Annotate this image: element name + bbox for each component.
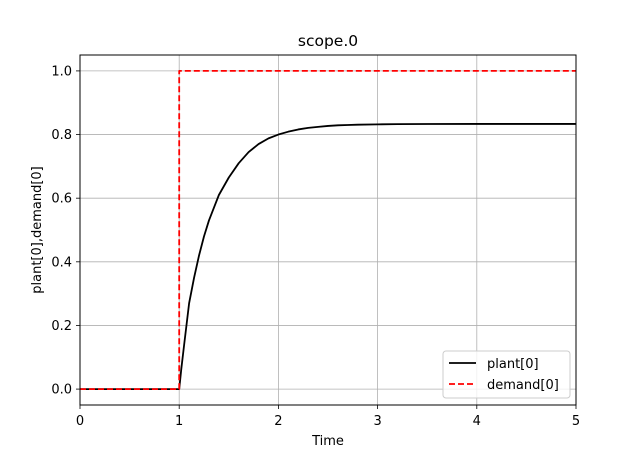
y-tick-label: 0.2 (51, 319, 72, 334)
series-line-demand (80, 70, 576, 390)
legend: plant[0] demand[0] (442, 350, 571, 399)
x-tick-label: 5 (572, 414, 580, 429)
y-tick-label: 0.6 (51, 192, 72, 207)
chart-title: scope.0 (298, 32, 358, 50)
x-tick-label: 2 (274, 414, 282, 429)
series-layer (80, 70, 576, 390)
legend-label-plant: plant[0] (487, 357, 539, 372)
grid-lines (79, 55, 577, 405)
x-tick-label: 1 (175, 414, 183, 429)
axis-ticks: 0 1 2 3 4 5 0.0 0.2 0.4 0.6 0.8 1.0 (51, 64, 580, 429)
y-tick-label: 0.8 (51, 128, 72, 143)
y-tick-label: 1.0 (51, 64, 72, 79)
x-tick-label: 0 (76, 414, 84, 429)
series-line-plant (80, 123, 576, 390)
y-tick-label: 0.0 (51, 383, 72, 398)
x-tick-label: 3 (373, 414, 381, 429)
plot-area-frame (79, 54, 577, 406)
y-tick-label: 0.4 (51, 255, 72, 270)
legend-label-demand: demand[0] (487, 378, 559, 393)
x-tick-label: 4 (473, 414, 481, 429)
x-axis-label: Time (311, 434, 344, 449)
y-axis-label: plant[0],demand[0] (30, 166, 45, 294)
